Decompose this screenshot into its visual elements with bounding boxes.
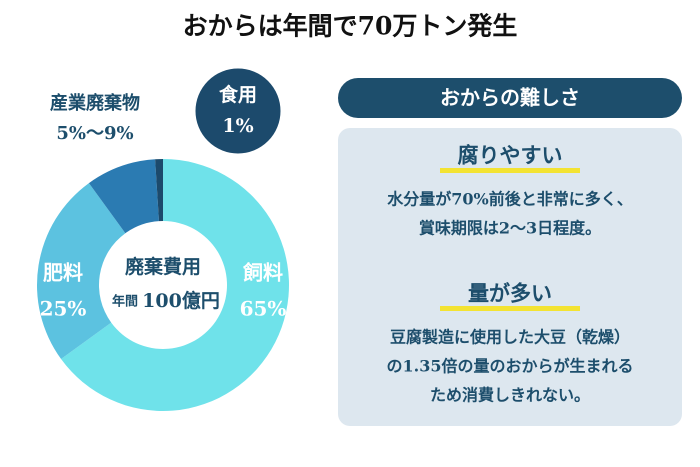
section-text: 豆腐製造に使用した大豆（乾燥）: [390, 328, 630, 347]
section-text: ため消費しきれない。: [430, 386, 590, 405]
slice-value-label: 1%: [222, 115, 253, 137]
center-label: 100億円: [142, 289, 220, 312]
donut-slice: [155, 159, 163, 222]
slice-label: 肥料: [43, 261, 83, 285]
slice-value-label: 25%: [40, 297, 87, 321]
panel-header-bg: [338, 78, 682, 118]
slice-label: 飼料: [242, 261, 283, 285]
donut-slice: [37, 183, 126, 360]
center-label: 廃棄費用: [125, 255, 201, 278]
donut-slice: [61, 159, 289, 411]
panel-box: [338, 128, 682, 426]
slice-label: 産業廃棄物: [50, 92, 140, 114]
heading-underline: [440, 306, 580, 311]
slice-value-label: 5%〜9%: [56, 123, 133, 144]
slice-label: 食用: [219, 83, 257, 106]
section-text: 賞味期限は2〜3日程度。: [419, 219, 601, 238]
section-text: の1.35倍の量のおからが生まれる: [387, 357, 634, 376]
slice-value-label: 65%: [240, 297, 287, 321]
panel-header: おからの難しさ: [440, 86, 580, 110]
center-label: 年間: [112, 294, 138, 310]
section-heading: 腐りやすい: [458, 143, 563, 168]
section-text: 水分量が70%前後と非常に多く、: [387, 190, 632, 209]
heading-underline: [440, 168, 580, 173]
panel-content: 腐りやすい水分量が70%前後と非常に多く、賞味期限は2〜3日程度。量が多い豆腐製…: [387, 143, 634, 405]
section-heading: 量が多い: [468, 281, 552, 306]
callout-circle: [192, 65, 284, 157]
donut-slice: [88, 159, 159, 234]
title: おからは年間で70万トン発生: [183, 12, 518, 41]
